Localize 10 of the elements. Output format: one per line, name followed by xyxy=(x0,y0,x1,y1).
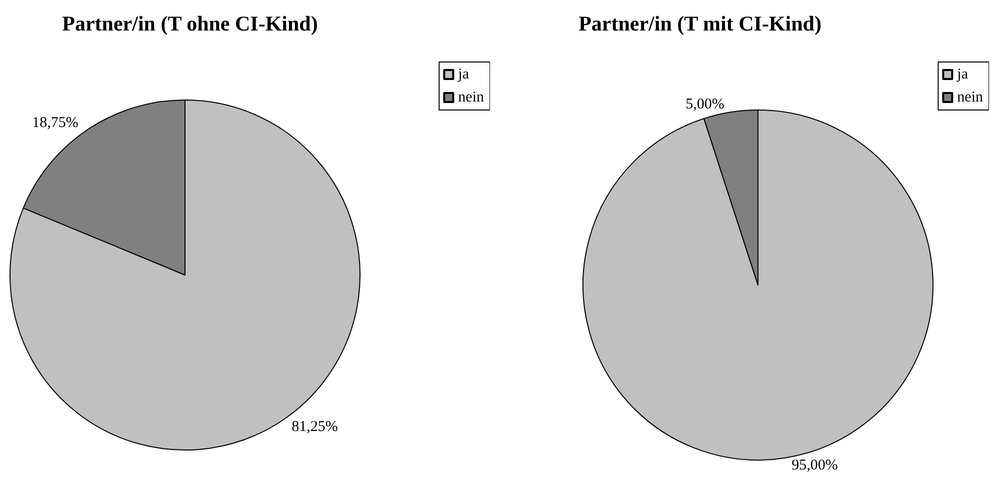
data-label: 18,75% xyxy=(32,114,78,131)
chart-title: Partner/in (T ohne CI-Kind) xyxy=(62,12,318,36)
chart-title: Partner/in (T mit CI-Kind) xyxy=(578,12,822,36)
legend-label: nein xyxy=(957,90,984,106)
data-label: 95,00% xyxy=(792,458,838,474)
legend-label: ja xyxy=(956,66,968,82)
data-label: 5,00% xyxy=(686,96,724,112)
legend-label: ja xyxy=(457,66,470,82)
legend-label: nein xyxy=(458,90,484,106)
data-label: 81,25% xyxy=(292,419,338,436)
